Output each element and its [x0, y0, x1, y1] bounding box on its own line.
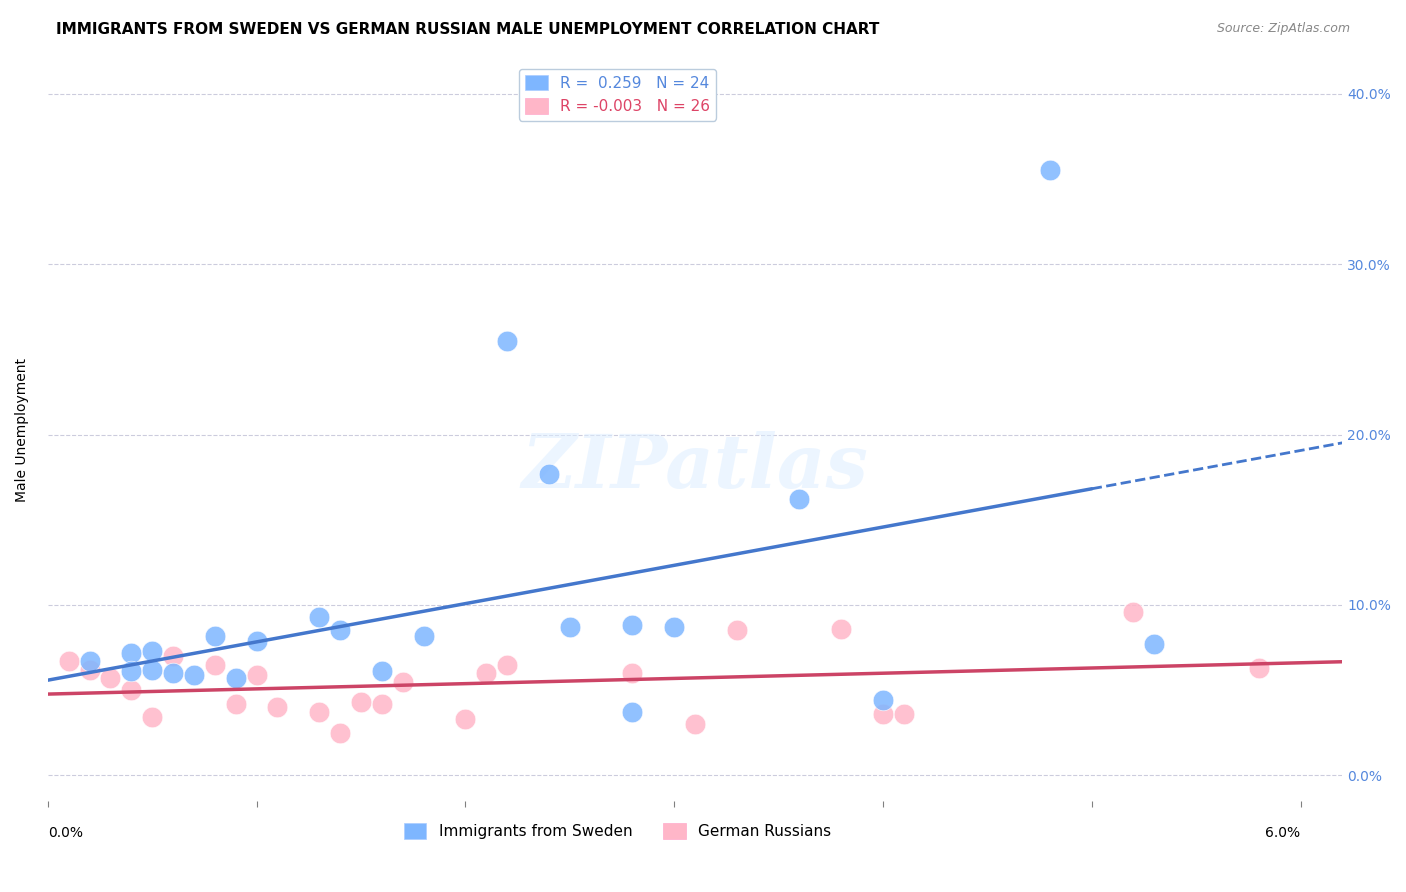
Point [558, 620, 581, 634]
Point [475, 666, 498, 681]
Point [120, 665, 142, 679]
Point [872, 706, 894, 721]
Point [141, 644, 163, 658]
Point [120, 683, 142, 698]
Point [371, 665, 394, 679]
Point [162, 648, 184, 663]
Point [662, 620, 685, 634]
Point [225, 671, 247, 685]
Point [308, 706, 330, 720]
Point [58, 654, 80, 668]
Text: IMMIGRANTS FROM SWEDEN VS GERMAN RUSSIAN MALE UNEMPLOYMENT CORRELATION CHART: IMMIGRANTS FROM SWEDEN VS GERMAN RUSSIAN… [56, 22, 880, 37]
Point [225, 697, 247, 711]
Point [1247, 661, 1270, 675]
Point [79, 654, 101, 668]
Y-axis label: Male Unemployment: Male Unemployment [15, 359, 30, 502]
Point [266, 700, 288, 714]
Point [391, 674, 413, 689]
Point [496, 334, 519, 348]
Point [162, 666, 184, 681]
Point [100, 671, 122, 685]
Point [308, 610, 330, 624]
Text: 0.0%: 0.0% [48, 826, 83, 840]
Point [621, 666, 644, 681]
Point [725, 624, 748, 638]
Point [537, 467, 560, 481]
Point [496, 657, 519, 672]
Point [893, 706, 915, 721]
Point [872, 693, 894, 707]
Point [141, 663, 163, 677]
Point [120, 646, 142, 660]
Point [350, 695, 373, 709]
Point [371, 697, 394, 711]
Point [621, 618, 644, 632]
Point [830, 622, 852, 636]
Text: 6.0%: 6.0% [1265, 826, 1301, 840]
Point [1143, 637, 1166, 651]
Point [79, 663, 101, 677]
Point [621, 706, 644, 720]
Point [329, 725, 352, 739]
Point [329, 624, 352, 638]
Point [183, 667, 205, 681]
Point [204, 629, 226, 643]
Point [454, 712, 477, 726]
Point [412, 629, 434, 643]
Point [1039, 163, 1062, 178]
Point [204, 657, 226, 672]
Point [789, 492, 811, 507]
Point [1122, 605, 1144, 619]
Point [683, 717, 706, 731]
Text: ZIPatlas: ZIPatlas [522, 431, 869, 504]
Point [245, 667, 267, 681]
Text: Source: ZipAtlas.com: Source: ZipAtlas.com [1216, 22, 1350, 36]
Point [245, 633, 267, 648]
Point [141, 710, 163, 724]
Legend: Immigrants from Sweden, German Russians: Immigrants from Sweden, German Russians [398, 817, 837, 845]
